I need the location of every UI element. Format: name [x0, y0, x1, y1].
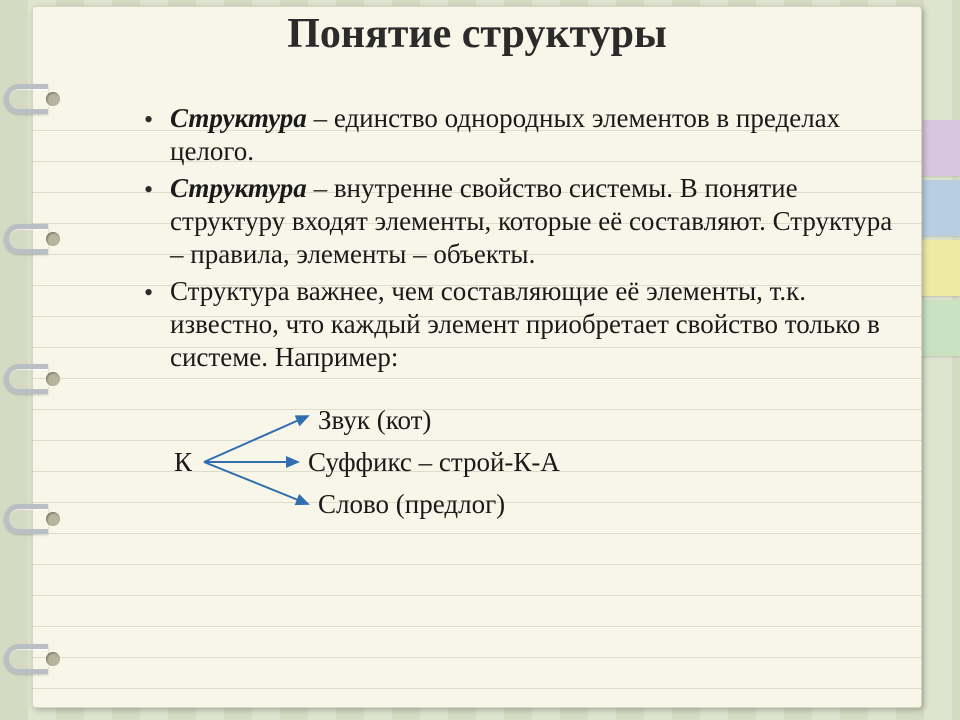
tab-1: [918, 120, 960, 176]
bullet-1: Структура – единство однородных элементо…: [140, 102, 894, 168]
term-2: Структура: [170, 173, 307, 203]
arrow-diagram: К Звук (кот) Суффикс – строй-К-А Слово (…: [170, 398, 894, 538]
tab-4: [918, 300, 960, 356]
diagram-source: К: [174, 446, 192, 479]
tab-3: [918, 240, 960, 296]
bullet-list: Структура – единство однородных элементо…: [140, 102, 894, 374]
diagram-target-1: Звук (кот): [318, 404, 431, 437]
diagram-target-2: Суффикс – строй-К-А: [308, 446, 560, 479]
slide-title: Понятие структуры: [32, 10, 922, 58]
tab-2: [918, 180, 960, 236]
bullet-2: Структура – внутренне свойство системы. …: [140, 172, 894, 271]
side-tabs: [918, 120, 960, 356]
bullet-3: Структура важнее, чем составляющие её эл…: [140, 275, 894, 374]
term-1: Структура: [170, 103, 307, 133]
slide-content: Структура – единство однородных элементо…: [140, 102, 894, 538]
notebook-page: Понятие структуры Структура – единство о…: [32, 6, 922, 708]
diagram-target-3: Слово (предлог): [318, 488, 505, 521]
text-3: Структура важнее, чем составляющие её эл…: [170, 276, 880, 372]
